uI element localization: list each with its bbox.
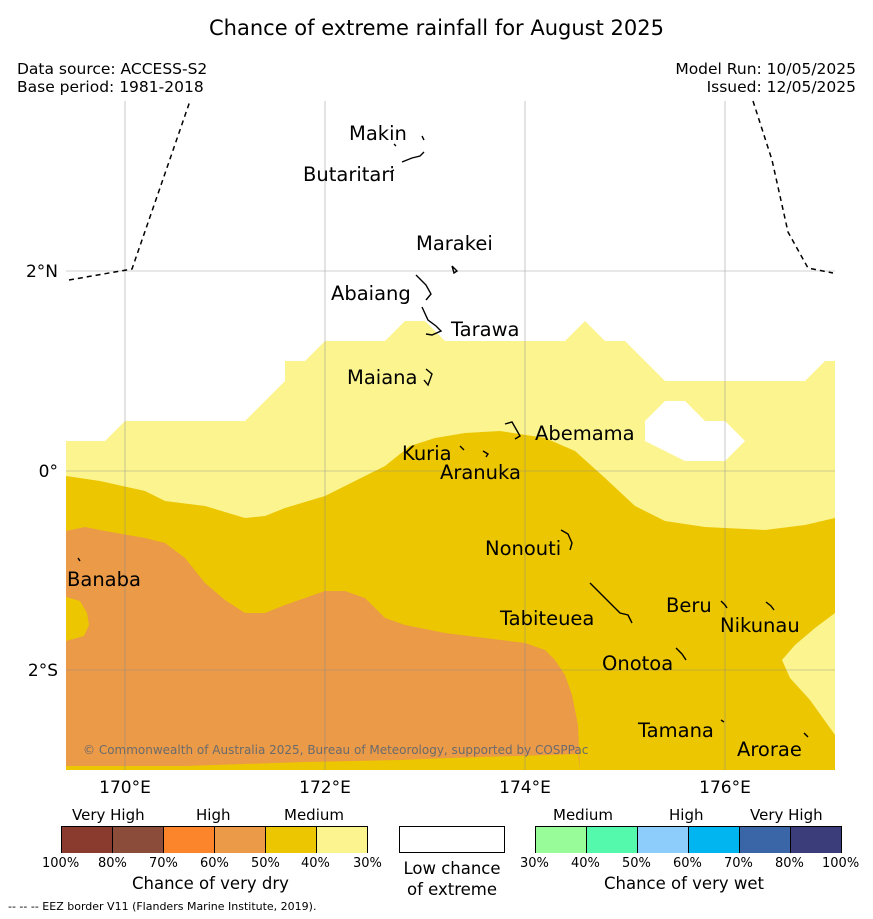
label-kuria: Kuria [402, 442, 452, 465]
data-source: Data source: ACCESS-S2 [17, 60, 208, 78]
legend-dry-high: High [196, 806, 231, 824]
pct-dry-60: 60% [200, 856, 229, 871]
pct-wet-40: 40% [571, 856, 600, 871]
swatch-wet-70-80 [740, 827, 791, 853]
medium-dry-40-50-strip [66, 754, 580, 770]
swatch-wet-60-70 [689, 827, 740, 853]
label-tamana: Tamana [637, 719, 714, 742]
pct-dry-50: 50% [251, 856, 280, 871]
medium-dry-30-40-patch [782, 613, 835, 735]
pct-dry-40: 40% [301, 856, 330, 871]
swatch-dry-40-50 [266, 827, 317, 853]
graticule [66, 101, 835, 770]
legend-wet-bar [535, 826, 842, 853]
label-tarawa: Tarawa [450, 318, 520, 341]
banaba-island-shape [77, 557, 81, 562]
base-period: Base period: 1981-2018 [17, 78, 204, 96]
high-dry-50-60-zone [66, 527, 580, 770]
eez-border [68, 100, 834, 281]
island-outlines [77, 135, 809, 738]
legend-low-line2: of extreme [406, 880, 498, 899]
legend-wet-high: High [669, 806, 704, 824]
abemama-island-shape [504, 421, 521, 440]
arorae-island-shape [803, 732, 809, 738]
label-onotoa: Onotoa [602, 652, 673, 675]
tarawa-island-shape [421, 306, 443, 336]
label-beru: Beru [666, 594, 712, 617]
swatch-dry-80-100 [62, 827, 113, 853]
nonouti-island-shape [560, 529, 573, 551]
lat-tick-2s: 2°S [28, 661, 58, 681]
medium-dry-40-50-patch [66, 597, 89, 641]
pct-dry-100: 100% [42, 856, 80, 871]
label-makin: Makin [349, 122, 407, 145]
marakei-island-shape [451, 265, 459, 275]
label-maiana: Maiana [347, 366, 417, 389]
lon-tick-174: 174°E [499, 778, 551, 798]
label-tabiteuea: Tabiteuea [499, 607, 594, 630]
swatch-low-chance [399, 826, 505, 853]
model-run: Model Run: 10/05/2025 [675, 60, 856, 78]
eez-footnote: -- -- -- EEZ border V11 (Flanders Marine… [8, 900, 317, 913]
label-abemama: Abemama [535, 422, 635, 445]
swatch-wet-80-100 [791, 827, 841, 853]
pct-dry-30: 30% [353, 856, 382, 871]
place-labels: Makin Butaritari Marakei Abaiang Tarawa … [67, 122, 802, 761]
pct-wet-70: 70% [724, 856, 753, 871]
pct-dry-80: 80% [98, 856, 127, 871]
pct-wet-50: 50% [622, 856, 651, 871]
lon-tick-176: 176°E [699, 778, 751, 798]
makin-island-shape [393, 135, 425, 147]
legend-dry-bar [61, 826, 368, 853]
swatch-wet-40-50 [587, 827, 638, 853]
pct-wet-80: 80% [775, 856, 804, 871]
label-aranuka: Aranuka [440, 461, 521, 484]
copyright-notice: © Commonwealth of Australia 2025, Bureau… [83, 743, 588, 757]
beru-island-shape [720, 600, 728, 609]
rainfall-map: Makin Butaritari Marakei Abaiang Tarawa … [26, 100, 835, 798]
swatch-dry-70-80 [113, 827, 164, 853]
pct-wet-100: 100% [822, 856, 860, 871]
tabiteuea-island-shape [589, 582, 633, 624]
onotoa-island-shape [675, 647, 687, 661]
lon-tick-170: 170°E [99, 778, 151, 798]
swatch-dry-50-60 [215, 827, 266, 853]
pct-wet-30: 30% [520, 856, 549, 871]
lat-tick-2n: 2°N [26, 262, 58, 282]
swatch-wet-30-40 [536, 827, 587, 853]
legend-dry-title: Chance of very dry [132, 874, 289, 893]
pct-wet-60: 60% [673, 856, 702, 871]
swatch-wet-50-60 [638, 827, 689, 853]
kuria-island-shape [459, 445, 489, 458]
label-abaiang: Abaiang [331, 282, 411, 305]
lon-tick-172: 172°E [299, 778, 351, 798]
legend-low-line1: Low chance [403, 859, 501, 878]
pct-dry-70: 70% [149, 856, 178, 871]
tamana-island-shape [720, 719, 725, 723]
legend-dry-medium: Medium [284, 806, 344, 824]
label-banaba: Banaba [67, 568, 141, 591]
label-nikunau: Nikunau [720, 614, 800, 637]
legend-wet-very-high: Very High [750, 806, 823, 824]
lat-tick-0: 0° [39, 462, 58, 482]
nikunau-island-shape [765, 601, 775, 611]
map-title: Chance of extreme rainfall for August 20… [209, 16, 664, 40]
butaritari-island-shape [389, 151, 425, 173]
swatch-dry-30-40 [317, 827, 367, 853]
legend-dry-very-high: Very High [72, 806, 145, 824]
issued-date: Issued: 12/05/2025 [706, 78, 856, 96]
maiana-island-shape [423, 368, 433, 387]
label-marakei: Marakei [416, 232, 493, 255]
label-arorae: Arorae [737, 738, 802, 761]
low-chance-patch [645, 401, 745, 461]
label-butaritari: Butaritari [303, 163, 395, 186]
swatch-dry-60-70 [164, 827, 215, 853]
legend-wet-medium: Medium [553, 806, 613, 824]
legend-wet-title: Chance of very wet [604, 874, 764, 893]
abaiang-island-shape [415, 274, 432, 301]
label-nonouti: Nonouti [485, 537, 561, 560]
axis-labels: 170°E 172°E 174°E 176°E 2°N 0° 2°S [26, 262, 751, 798]
